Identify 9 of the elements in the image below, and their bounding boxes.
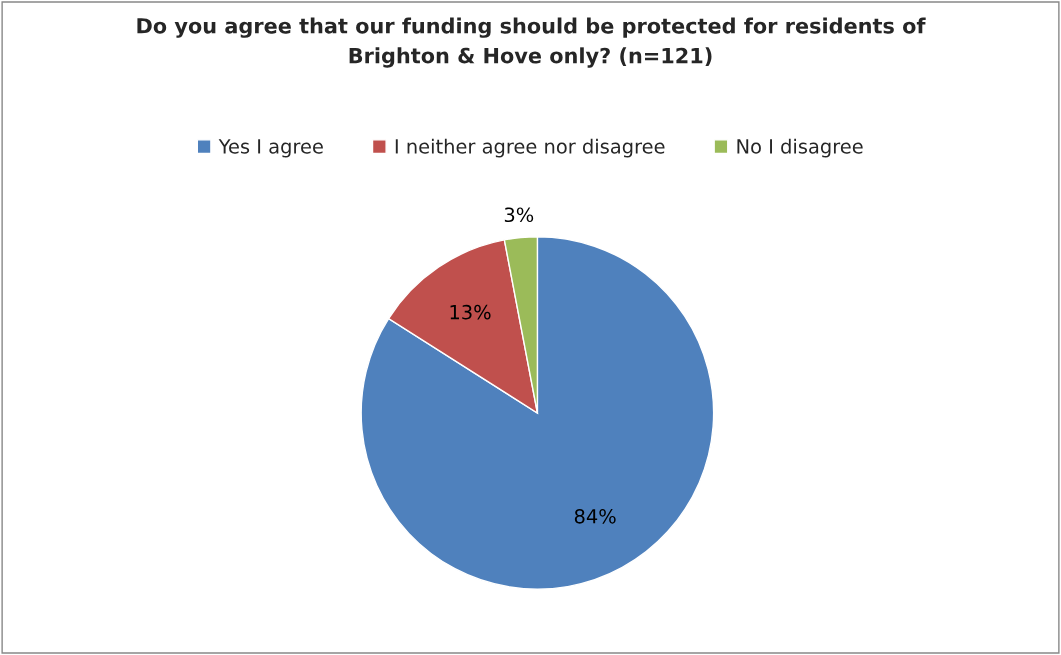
data-label: 84% xyxy=(574,508,616,524)
pie-slice xyxy=(387,239,539,414)
pie-slice xyxy=(360,236,715,590)
legend-label: Yes I agree xyxy=(218,139,323,158)
data-label: 3% xyxy=(504,207,534,223)
legend-label: No I disagree xyxy=(737,138,863,158)
chart-title: Do you agree that our funding should be protected for residents of Brighton & Hove only? (n=121) xyxy=(137,17,926,68)
data-label: 13% xyxy=(450,304,491,320)
legend-label: I neither agree nor disagree xyxy=(395,138,665,158)
